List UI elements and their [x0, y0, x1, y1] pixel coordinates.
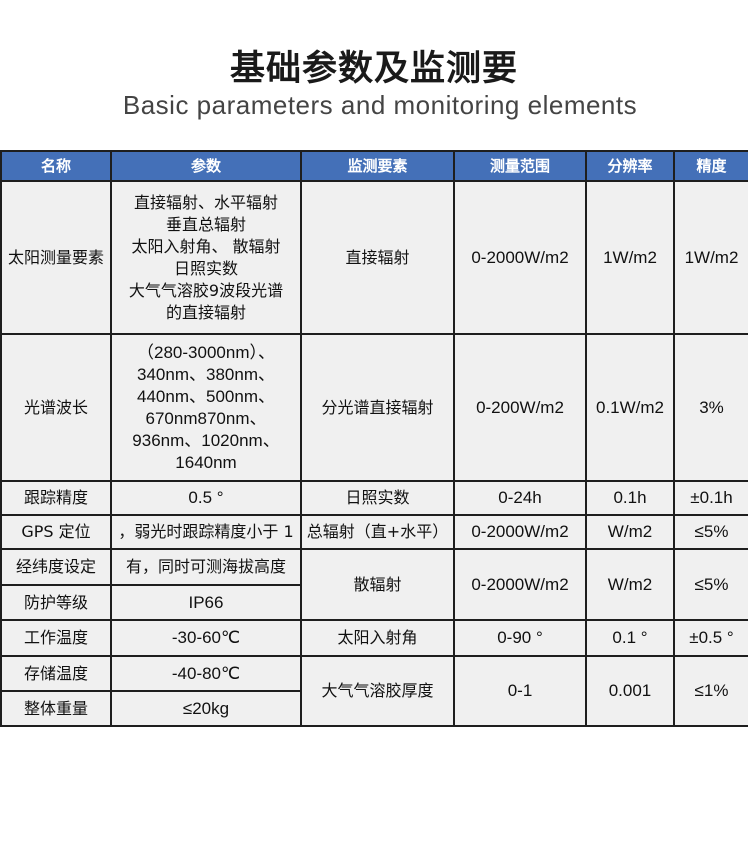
name-cell: GPS 定位 [0, 514, 112, 550]
element-cell: 直接辐射 [300, 180, 455, 335]
name-cell: 工作温度 [0, 619, 112, 657]
element-cell: 太阳入射角 [300, 619, 455, 657]
spec-table: 名称 参数 监测要素 测量范围 分辨率 精度 太阳测量要素 直接辐射、水平辐射 … [0, 150, 748, 727]
range-cell: 0-90 ° [453, 619, 587, 657]
resolution-cell: W/m2 [585, 548, 675, 621]
element-cell: 分光谱直接辐射 [300, 333, 455, 482]
accuracy-cell: 3% [673, 333, 748, 482]
name-cell: 跟踪精度 [0, 480, 112, 516]
range-cell: 0-2000W/m2 [453, 180, 587, 335]
param-line: 垂直总辐射 [165, 214, 246, 234]
table-row: 跟踪精度 0.5 ° 日照实数 0-24h 0.1h ±0.1h [0, 480, 748, 516]
param-line: 936nm、1020nm、 [132, 430, 280, 450]
page-subtitle: Basic parameters and monitoring elements [122, 90, 638, 120]
header-range: 测量范围 [453, 150, 587, 182]
param-cell: （280-3000nm）、 340nm、380nm、 440nm、500nm、 … [110, 333, 302, 482]
accuracy-cell: ±0.5 ° [673, 619, 748, 657]
accuracy-cell: ≤5% [673, 548, 748, 621]
page-title: 基础参数及监测要 [229, 49, 518, 89]
name-cell: 存储温度 [0, 655, 112, 692]
param-cell: -40-80℃ [110, 655, 302, 692]
table-row: 经纬度设定 有，同时可测海拔高度 散辐射 0-2000W/m2 W/m2 ≤5% [0, 548, 748, 621]
param-line: 340nm、380nm、 [137, 364, 275, 384]
range-cell: 0-2000W/m2 [453, 514, 587, 550]
accuracy-cell: ≤1% [673, 655, 748, 727]
resolution-cell: 0.1 ° [585, 619, 675, 657]
param-cell: -30-60℃ [110, 619, 302, 657]
param-cell: 有，同时可测海拔高度 [110, 548, 302, 586]
table-header-row: 名称 参数 监测要素 测量范围 分辨率 精度 [0, 150, 748, 182]
element-cell: 总辐射（直+水平） [300, 514, 455, 550]
param-line: 大气气溶胶9波段光谱 [128, 280, 284, 300]
range-cell: 0-2000W/m2 [453, 548, 587, 621]
name-cell: 太阳测量要素 [0, 180, 112, 335]
param-line: 440nm、500nm、 [137, 386, 275, 406]
param-line: （280-3000nm）、 [137, 342, 275, 362]
param-line: 的直接辐射 [165, 302, 246, 322]
element-cell: 日照实数 [300, 480, 455, 516]
element-cell: 散辐射 [300, 548, 455, 621]
element-cell: 大气气溶胶厚度 [300, 655, 455, 727]
header-resolution: 分辨率 [585, 150, 675, 182]
table-row: 防护等级 IP66 [0, 584, 748, 621]
name-cell: 经纬度设定 [0, 548, 112, 586]
param-line: 直接辐射、水平辐射 [133, 192, 278, 212]
table-row: 整体重量 ≤20kg [0, 690, 748, 727]
range-cell: 0-200W/m2 [453, 333, 587, 482]
resolution-cell: 0.1h [585, 480, 675, 516]
resolution-cell: 0.1W/m2 [585, 333, 675, 482]
accuracy-cell: ≤5% [673, 514, 748, 550]
resolution-cell: W/m2 [585, 514, 675, 550]
param-line: 太阳入射角、 散辐射 [131, 236, 281, 256]
param-line: 日照实数 [173, 258, 238, 278]
param-cell: ≤20kg [110, 690, 302, 727]
accuracy-cell: ±0.1h [673, 480, 748, 516]
header-param: 参数 [110, 150, 302, 182]
header-name: 名称 [0, 150, 112, 182]
resolution-cell: 1W/m2 [585, 180, 675, 335]
name-cell: 整体重量 [0, 690, 112, 727]
param-line: 670nm870nm、 [145, 408, 267, 428]
param-cell: ，弱光时跟踪精度小于 1 [110, 514, 302, 550]
table-row: 存储温度 -40-80℃ 大气气溶胶厚度 0-1 0.001 ≤1% [0, 655, 748, 727]
param-cell: IP66 [110, 584, 302, 621]
header-accuracy: 精度 [673, 150, 748, 182]
table-row: 太阳测量要素 直接辐射、水平辐射 垂直总辐射 太阳入射角、 散辐射 日照实数 大… [0, 180, 748, 335]
table-row: GPS 定位 ，弱光时跟踪精度小于 1 总辐射（直+水平） 0-2000W/m2… [0, 514, 748, 550]
range-cell: 0-1 [453, 655, 587, 727]
param-cell: 直接辐射、水平辐射 垂直总辐射 太阳入射角、 散辐射 日照实数 大气气溶胶9波段… [110, 180, 302, 335]
param-line: 1640nm [175, 452, 237, 472]
table-row: 光谱波长 （280-3000nm）、 340nm、380nm、 440nm、50… [0, 333, 748, 482]
name-cell: 防护等级 [0, 584, 112, 621]
range-cell: 0-24h [453, 480, 587, 516]
header-element: 监测要素 [300, 150, 455, 182]
name-cell: 光谱波长 [0, 333, 112, 482]
accuracy-cell: 1W/m2 [673, 180, 748, 335]
resolution-cell: 0.001 [585, 655, 675, 727]
param-cell: 0.5 ° [110, 480, 302, 516]
table-row: 工作温度 -30-60℃ 太阳入射角 0-90 ° 0.1 ° ±0.5 ° [0, 619, 748, 657]
